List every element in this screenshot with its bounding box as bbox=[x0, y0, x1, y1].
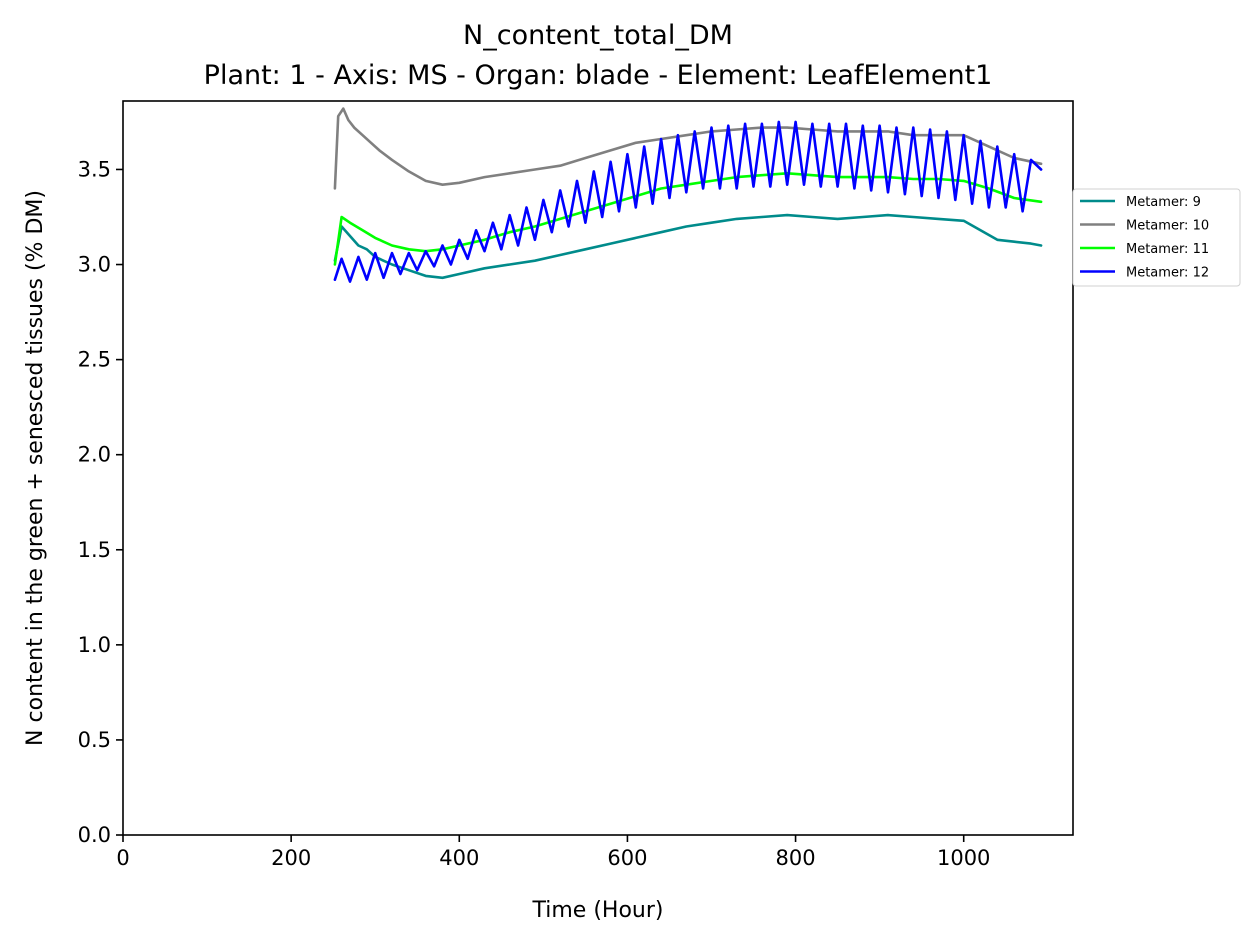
x-tick-label: 600 bbox=[607, 846, 647, 870]
series-line-metamer-12 bbox=[333, 120, 1043, 283]
legend-label: Metamer: 9 bbox=[1126, 195, 1201, 210]
series-line-metamer-11 bbox=[333, 172, 1043, 266]
y-tick-label: 0.5 bbox=[78, 728, 111, 752]
x-tick-label: 200 bbox=[271, 846, 311, 870]
x-tick-label: 400 bbox=[439, 846, 479, 870]
legend-box bbox=[1072, 188, 1241, 287]
y-tick-label: 3.5 bbox=[78, 157, 111, 181]
chart-subtitle: Plant: 1 - Axis: MS - Organ: blade - Ele… bbox=[204, 60, 993, 91]
y-axis-label: N content in the green + senesced tissue… bbox=[23, 190, 48, 746]
x-axis-ticks: 0 200 400 600 800 1000 bbox=[116, 835, 990, 870]
y-tick-label: 0.0 bbox=[78, 823, 111, 847]
x-tick-label: 1000 bbox=[937, 846, 990, 870]
x-tick-label: 800 bbox=[776, 846, 816, 870]
y-axis-ticks: 0.0 0.5 1.0 1.5 2.0 2.5 3.0 3.5 bbox=[78, 157, 123, 847]
legend-label: Metamer: 12 bbox=[1126, 266, 1209, 281]
x-tick-label: 0 bbox=[116, 846, 129, 870]
series-layer bbox=[333, 107, 1043, 283]
plot-frame bbox=[122, 100, 1074, 836]
y-tick-label: 2.0 bbox=[78, 443, 111, 467]
series-line-metamer-10 bbox=[333, 107, 1043, 190]
legend-label: Metamer: 10 bbox=[1126, 219, 1209, 234]
y-tick-label: 1.0 bbox=[78, 633, 111, 657]
chart-title: N_content_total_DM bbox=[463, 20, 733, 51]
y-tick-label: 1.5 bbox=[78, 538, 111, 562]
x-axis-label: Time (Hour) bbox=[532, 898, 664, 923]
y-tick-label: 3.0 bbox=[78, 253, 111, 277]
y-tick-label: 2.5 bbox=[78, 348, 111, 372]
legend-label: Metamer: 11 bbox=[1126, 242, 1209, 257]
legend: Metamer: 9 Metamer: 10 Metamer: 11 Metamer:… bbox=[1072, 188, 1241, 287]
